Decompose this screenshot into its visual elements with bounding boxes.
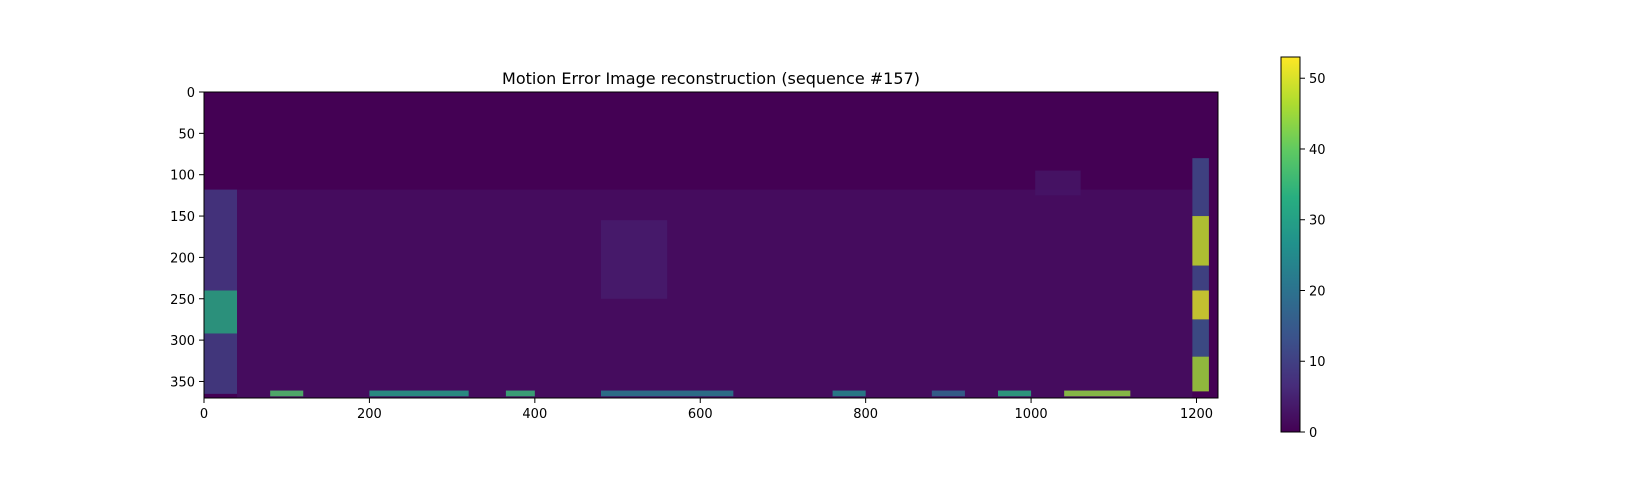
y-tick-label: 150 [170,210,195,225]
colorbar-tick-label: 50 [1309,72,1326,87]
heatmap-cell [505,390,535,397]
heatmap-cell [1192,216,1209,266]
heatmap-cell [1192,319,1209,357]
x-axis: 0 200 400 600 800 1000 1200 [200,398,1213,422]
y-tick-label: 50 [178,127,195,142]
heatmap-cell [237,189,1193,398]
y-tick-label: 0 [187,86,195,101]
colorbar-axis: 0 10 20 30 40 50 [1300,72,1326,441]
heatmap-cell [1192,290,1209,320]
y-tick-label: 300 [170,334,195,349]
chart-title: Motion Error Image reconstruction (seque… [502,69,920,88]
heatmap-cell [997,390,1032,397]
x-tick-label: 800 [853,407,878,422]
heatmap-cell [1064,390,1131,397]
heatmap-cell [204,290,238,334]
heatmap-cell [600,220,668,299]
x-tick-label: 600 [688,407,713,422]
y-tick-label: 250 [170,293,195,308]
heatmap-cell [1035,170,1081,196]
y-axis: 0 50 100 150 200 250 300 350 [170,86,204,390]
colorbar-tick-label: 40 [1309,143,1326,158]
plot-frame [203,91,1219,399]
heatmap-cell [600,390,734,397]
heatmap-cell [369,390,469,397]
x-tick-label: 0 [200,407,208,422]
heatmap-cell [1192,158,1209,217]
x-tick-label: 1000 [1015,407,1048,422]
heatmap-cell [832,390,866,397]
x-tick-label: 200 [357,407,382,422]
x-tick-label: 1200 [1180,407,1213,422]
heatmap-cell [204,333,238,394]
heatmap-cell [204,189,238,291]
y-tick-label: 200 [170,251,195,266]
y-tick-label: 350 [170,375,195,390]
colorbar-tick-label: 10 [1309,355,1326,370]
heatmap-regions [204,158,1209,398]
y-tick-label: 100 [170,169,195,184]
colorbar [1280,56,1301,433]
heatmap-cell [931,390,965,397]
colorbar-tick-label: 20 [1309,284,1326,299]
x-tick-label: 400 [522,407,547,422]
heatmap-cell [1192,356,1209,392]
colorbar-tick-label: 30 [1309,214,1326,229]
heatmap-cell [1192,265,1209,291]
heatmap-cell [270,390,304,397]
colorbar-tick-label: 0 [1309,426,1317,441]
